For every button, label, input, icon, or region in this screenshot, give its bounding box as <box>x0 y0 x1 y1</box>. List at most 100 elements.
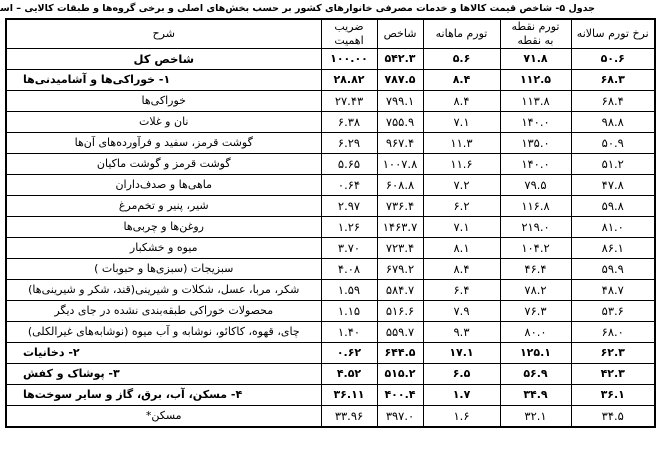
cell-point-to-point: ۴۶.۴ <box>499 258 572 280</box>
cell-point-to-point: ۷۶.۳ <box>499 300 572 322</box>
table-row: ۵۹.۹ ۴۶.۴ ۸.۴ ۶۷۹.۲ ۴.۰۸ سبزیجات (سبزی‌ها و ح… <box>5 258 656 280</box>
cell-index: ۵۱۵.۲ <box>376 363 424 385</box>
cell-annual-inflation: ۵۹.۸ <box>570 195 656 217</box>
cell-weight: ۵.۶۵ <box>320 153 378 175</box>
cell-monthly-inflation: ۷.۱ <box>422 216 501 238</box>
cell-description: محصولات خوراکی طبقه‌بندی نشده در جای دیگ… <box>5 300 322 322</box>
cell-annual-inflation: ۵۱.۲ <box>570 153 656 175</box>
cell-description: ۳- پوشاک و کفش <box>5 363 322 385</box>
cell-weight: ۳۳.۹۶ <box>320 405 378 427</box>
cell-monthly-inflation: ۵.۶ <box>422 48 501 70</box>
cell-weight: ۱.۴۰ <box>320 321 378 343</box>
header-line: شاخص <box>383 27 417 40</box>
table-row: ۶۸.۳ ۱۱۲.۵ ۸.۴ ۷۸۷.۵ ۲۸.۸۲ ۱- خوراکی‌ها و آشا… <box>5 69 656 91</box>
cell-monthly-inflation: ۶.۴ <box>422 279 501 301</box>
column-header-point-to-point: تورم نقطه به نقطه <box>499 18 572 49</box>
cell-point-to-point: ۱۱۲.۵ <box>499 69 572 91</box>
cell-point-to-point: ۷۸.۲ <box>499 279 572 301</box>
cell-annual-inflation: ۵۳.۶ <box>570 300 656 322</box>
cell-weight: ۳.۷۰ <box>320 237 378 259</box>
cell-point-to-point: ۱۱۳.۸ <box>499 90 572 112</box>
cell-annual-inflation: ۴۸.۷ <box>570 279 656 301</box>
cell-index: ۶۷۹.۲ <box>376 258 424 280</box>
cell-description: شکر، مربا، عسل، شکلات و شیرینی(قند، شکر … <box>5 279 322 301</box>
cell-weight: ۱۰۰.۰۰ <box>320 48 378 70</box>
cell-monthly-inflation: ۸.۴ <box>422 90 501 112</box>
cell-annual-inflation: ۳۶.۱ <box>570 384 656 406</box>
cell-index: ۶۰۸.۸ <box>376 174 424 196</box>
cell-point-to-point: ۷۱.۸ <box>499 48 572 70</box>
header-line: اهمیت <box>334 34 364 47</box>
cell-description: ۱- خوراکی‌ها و آشامیدنی‌ها <box>5 69 322 91</box>
column-header-description: شرح <box>5 18 322 49</box>
cell-weight: ۶.۳۸ <box>320 111 378 133</box>
cell-annual-inflation: ۶۸.۰ <box>570 321 656 343</box>
cell-weight: ۴.۰۸ <box>320 258 378 280</box>
cell-weight: ۱.۲۶ <box>320 216 378 238</box>
cell-description: روغن‌ها و چربی‌ها <box>5 216 322 238</box>
table-body: ۵۰.۶ ۷۱.۸ ۵.۶ ۵۴۲.۳ ۱۰۰.۰۰ شاخص کل ۶۸.۳ ۱۱۲.۵ ۸.… <box>5 48 656 427</box>
column-header-index: شاخص <box>376 18 424 49</box>
table-row: ۵۰.۶ ۷۱.۸ ۵.۶ ۵۴۲.۳ ۱۰۰.۰۰ شاخص کل <box>5 48 656 70</box>
cell-index: ۷۵۵.۹ <box>376 111 424 133</box>
cell-monthly-inflation: ۷.۱ <box>422 111 501 133</box>
cell-description: گوشت قرمز، سفید و فرآورده‌های آن‌ها <box>5 132 322 154</box>
cell-index: ۷۲۳.۴ <box>376 237 424 259</box>
table-row: ۴۷.۸ ۷۹.۵ ۷.۲ ۶۰۸.۸ ۰.۶۴ ماهی‌ها و صدف‌داران <box>5 174 656 196</box>
table-row: ۳۴.۵ ۳۲.۱ ۱.۶ ۳۹۷.۰ ۳۳.۹۶ مسکن* <box>5 405 656 427</box>
table-row: ۸۶.۱ ۱۰۴.۲ ۸.۱ ۷۲۳.۴ ۳.۷۰ میوه و خشکبار <box>5 237 656 259</box>
cell-monthly-inflation: ۸.۴ <box>422 69 501 91</box>
cell-point-to-point: ۷۹.۵ <box>499 174 572 196</box>
cell-index: ۵۵۹.۷ <box>376 321 424 343</box>
cell-annual-inflation: ۴۲.۳ <box>570 363 656 385</box>
cell-weight: ۲.۹۷ <box>320 195 378 217</box>
table-row: ۹۸.۸ ۱۴۰.۰ ۷.۱ ۷۵۵.۹ ۶.۳۸ نان و غلات <box>5 111 656 133</box>
header-line: شرح <box>152 27 175 40</box>
cell-monthly-inflation: ۷.۲ <box>422 174 501 196</box>
cell-monthly-inflation: ۷.۹ <box>422 300 501 322</box>
cell-weight: ۱.۵۹ <box>320 279 378 301</box>
cell-index: ۴۰۰.۴ <box>376 384 424 406</box>
cell-index: ۹۶۷.۴ <box>376 132 424 154</box>
cell-monthly-inflation: ۸.۱ <box>422 237 501 259</box>
cell-weight: ۱.۱۵ <box>320 300 378 322</box>
cell-point-to-point: ۱۲۵.۱ <box>499 342 572 364</box>
header-line: ضریب <box>334 20 364 33</box>
column-header-monthly-inflation: تورم ماهانه <box>422 18 501 49</box>
cell-index: ۷۸۷.۵ <box>376 69 424 91</box>
cell-weight: ۳۶.۱۱ <box>320 384 378 406</box>
cell-point-to-point: ۸۰.۰ <box>499 321 572 343</box>
cell-point-to-point: ۲۱۹.۰ <box>499 216 572 238</box>
cell-description: ماهی‌ها و صدف‌داران <box>5 174 322 196</box>
cell-annual-inflation: ۶۲.۳ <box>570 342 656 364</box>
cell-point-to-point: ۱۰۴.۲ <box>499 237 572 259</box>
cell-description: شاخص کل <box>5 48 322 70</box>
cell-weight: ۰.۶۴ <box>320 174 378 196</box>
table-row: ۶۸.۴ ۱۱۳.۸ ۸.۴ ۷۹۹.۱ ۲۷.۴۳ خوراکی‌ها <box>5 90 656 112</box>
cell-description: نان و غلات <box>5 111 322 133</box>
table-header: نرخ تورم سالانه تورم نقطه به نقطه تورم م… <box>5 18 656 49</box>
table-row: ۵۰.۹ ۱۳۵.۰ ۱۱.۳ ۹۶۷.۴ ۶.۲۹ گوشت قرمز، سفید و … <box>5 132 656 154</box>
cell-monthly-inflation: ۱.۷ <box>422 384 501 406</box>
cpi-table: نرخ تورم سالانه تورم نقطه به نقطه تورم م… <box>5 18 656 428</box>
table-row: ۵۳.۶ ۷۶.۳ ۷.۹ ۵۱۶.۶ ۱.۱۵ محصولات خوراکی طبقه‌… <box>5 300 656 322</box>
cell-annual-inflation: ۵۹.۹ <box>570 258 656 280</box>
table-row: ۳۶.۱ ۳۴.۹ ۱.۷ ۴۰۰.۴ ۳۶.۱۱ ۴- مسکن، آب، برق، گ… <box>5 384 656 406</box>
column-header-annual-inflation: نرخ تورم سالانه <box>570 18 656 49</box>
cell-weight: ۴.۵۲ <box>320 363 378 385</box>
cell-index: ۷۳۶.۴ <box>376 195 424 217</box>
title-bar: جدول ۵- شاخص قیمت کالاها و خدمات مصرفی خ… <box>0 0 663 18</box>
cell-index: ۶۴۴.۵ <box>376 342 424 364</box>
header-row: نرخ تورم سالانه تورم نقطه به نقطه تورم م… <box>5 18 656 49</box>
cell-annual-inflation: ۹۸.۸ <box>570 111 656 133</box>
cell-point-to-point: ۵۶.۹ <box>499 363 572 385</box>
cell-annual-inflation: ۴۷.۸ <box>570 174 656 196</box>
page-title: جدول ۵- شاخص قیمت کالاها و خدمات مصرفی خ… <box>0 3 595 14</box>
cell-point-to-point: ۳۴.۹ <box>499 384 572 406</box>
cell-weight: ۲۸.۸۲ <box>320 69 378 91</box>
cell-monthly-inflation: ۹.۳ <box>422 321 501 343</box>
table-row: ۴۸.۷ ۷۸.۲ ۶.۴ ۵۸۴.۷ ۱.۵۹ شکر، مربا، عسل، شکلا… <box>5 279 656 301</box>
cell-index: ۵۸۴.۷ <box>376 279 424 301</box>
cell-description: میوه و خشکبار <box>5 237 322 259</box>
